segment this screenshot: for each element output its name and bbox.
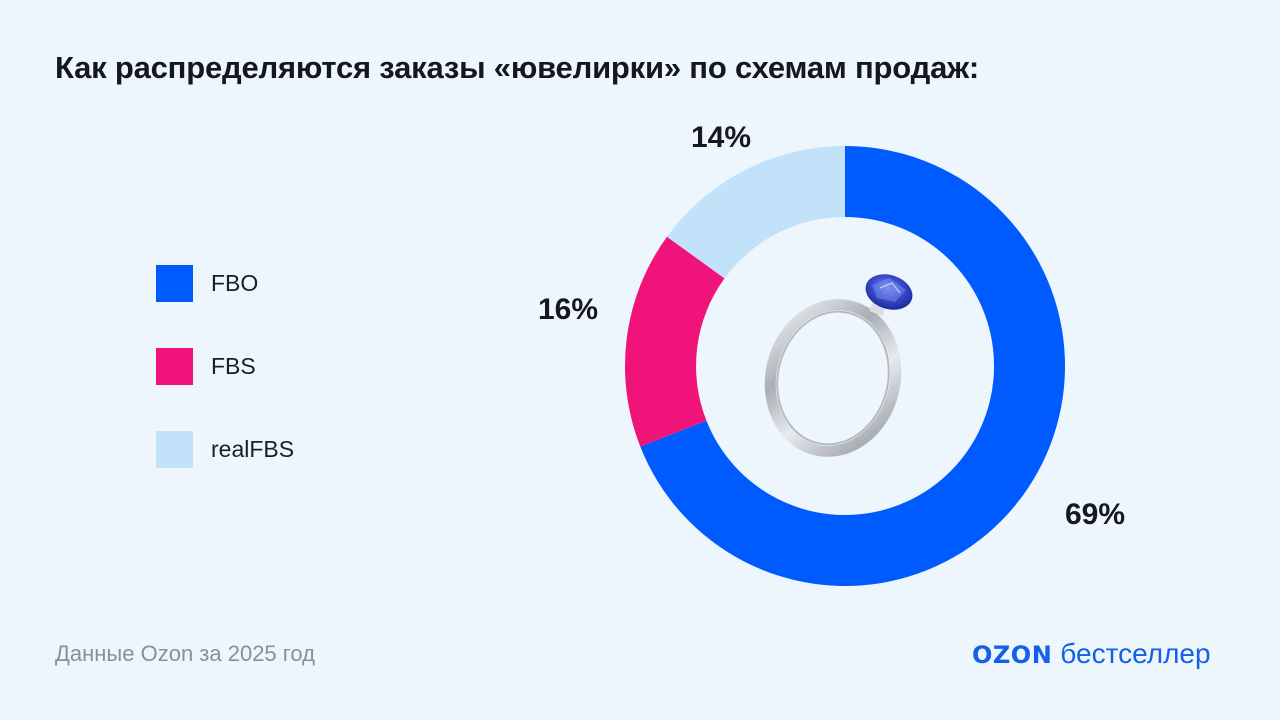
gem-icon (865, 274, 913, 310)
legend-item-realfbs: realFBS (156, 431, 294, 468)
brand-name: бестселлер (1060, 638, 1211, 669)
label-realfbs-percent: 14% (691, 121, 752, 154)
legend-item-fbo: FBO (156, 265, 258, 302)
legend-swatch-fbs (156, 348, 193, 385)
label-fbs-percent: 16% (538, 293, 599, 326)
ring-icon (764, 274, 913, 457)
donut-segment-fbo (640, 146, 1066, 586)
legend-swatch-realfbs (156, 431, 193, 468)
brand-logo: OZON бестселлер (972, 638, 1211, 670)
donut-segment-fbs (624, 236, 725, 447)
legend-item-fbs: FBS (156, 348, 256, 385)
legend-label: realFBS (211, 436, 295, 462)
label-fbo-percent: 69% (1065, 498, 1126, 531)
legend-swatch-fbo (156, 265, 193, 302)
legend-label: FBO (211, 270, 259, 296)
data-source-note: Данные Ozon за 2025 год (55, 641, 315, 666)
donut-segment-realfbs (667, 146, 845, 279)
page-title: Как распределяются заказы «ювелирки» по … (55, 50, 980, 85)
ozon-logo: OZON (972, 641, 1053, 669)
legend-label: FBS (211, 353, 256, 379)
